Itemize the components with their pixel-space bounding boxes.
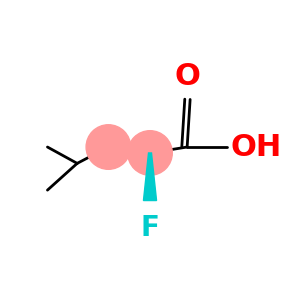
Text: O: O: [174, 61, 200, 91]
Circle shape: [86, 125, 131, 169]
Circle shape: [128, 131, 172, 175]
Text: F: F: [141, 214, 159, 242]
Polygon shape: [143, 153, 157, 200]
Text: OH: OH: [230, 133, 281, 161]
